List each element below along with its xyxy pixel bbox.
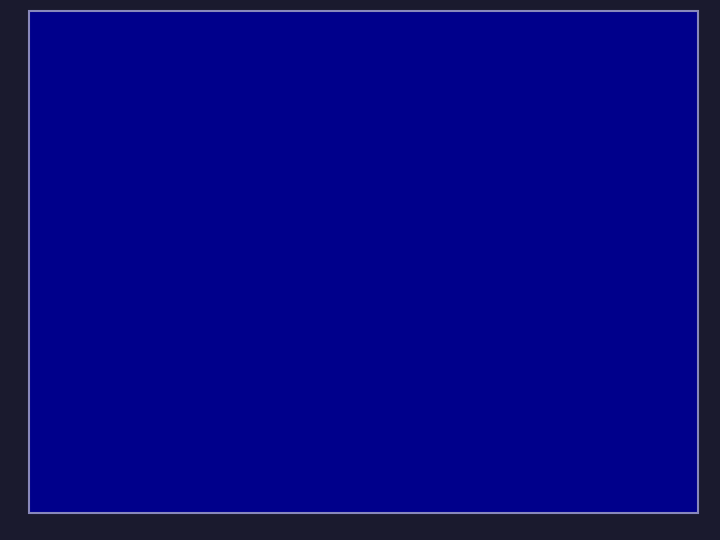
Text: Chapter 2:  # 6, 12, 56, 119: Chapter 2: # 6, 12, 56, 119 <box>327 444 561 462</box>
Text: ËSystems of units: ËSystems of units <box>179 200 316 218</box>
Text: Recap of today’s lecture: Recap of today’s lecture <box>207 102 531 126</box>
Text: Look at Text problems: Look at Text problems <box>154 444 342 462</box>
Text: (Text:  1-3): (Text: 1-3) <box>498 261 580 276</box>
Text: Measurement and Units  (Chapter 1): Measurement and Units (Chapter 1) <box>154 170 458 188</box>
Text: (Text:  1-2): (Text: 1-2) <box>498 231 580 246</box>
Text: (Text: 2-3): (Text: 2-3) <box>498 371 575 386</box>
Text: (Text:  1-1): (Text: 1-1) <box>498 200 580 215</box>
Text: (Text:  2-1, 2-2): (Text: 2-1, 2-2) <box>498 343 614 359</box>
Text: and acceleration: and acceleration <box>202 343 330 359</box>
Text: Scope of this course: Scope of this course <box>154 140 323 158</box>
Text: ËMotion with constant acceleration: ËMotion with constant acceleration <box>179 371 449 386</box>
Text: (Ex. 2-7): (Ex. 2-7) <box>380 401 451 419</box>
Text: ËAverage & instantaneous velocity: ËAverage & instantaneous velocity <box>179 322 447 339</box>
Text: Example car problem: Example car problem <box>154 401 331 419</box>
Text: 1-D Kinematics          (Chapter 2): 1-D Kinematics (Chapter 2) <box>154 292 428 309</box>
Text: ËConverting between systems of units: ËConverting between systems of units <box>179 231 474 248</box>
Text: ËDimensional Analysis: ËDimensional Analysis <box>179 261 351 278</box>
Text: Physics 111: Lecture 1, Pg 33: Physics 111: Lecture 1, Pg 33 <box>462 460 626 470</box>
